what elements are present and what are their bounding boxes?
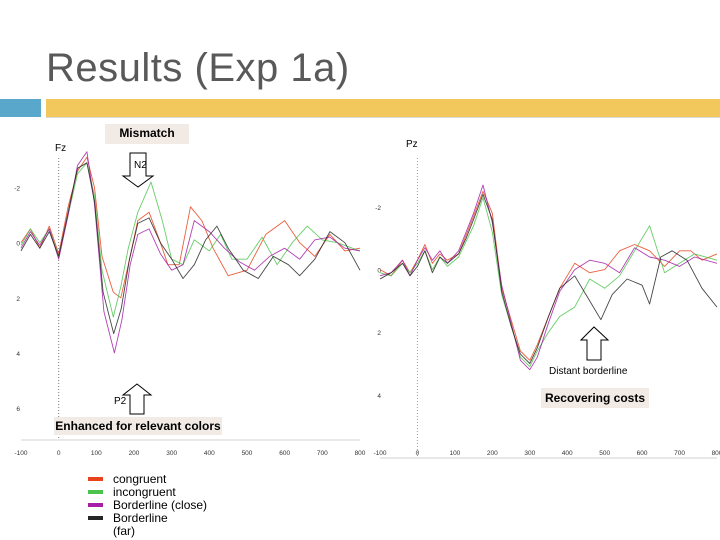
distant-arrow-up [579, 326, 610, 361]
legend-label: (far) [113, 524, 135, 538]
x-tick-label: -100 [373, 450, 386, 457]
x-tick-label: 200 [129, 450, 140, 457]
x-tick-label: 0 [57, 450, 61, 457]
legend-swatch [88, 516, 103, 520]
series-line-3 [379, 184, 718, 371]
legend-label: Borderline (close) [113, 498, 208, 512]
p2-arrow-up [121, 383, 153, 415]
legend-label: Borderline [113, 511, 168, 525]
series-line-2 [379, 197, 718, 368]
series-line-1 [20, 156, 361, 299]
y-tick-label: -2 [14, 186, 20, 193]
legend-swatch [88, 490, 103, 494]
panel-label-2: Pz [406, 139, 418, 150]
accent-bar-right [46, 99, 720, 117]
x-tick-label: 400 [562, 450, 573, 457]
x-tick-label: 100 [449, 450, 460, 457]
legend-swatch [88, 529, 103, 533]
x-tick-label: 700 [317, 450, 328, 457]
y-tick-label: -2 [375, 205, 381, 212]
enhanced-callout: Enhanced for relevant colors [54, 417, 222, 435]
accent-bar-left [0, 99, 41, 117]
legend-swatch [88, 503, 103, 507]
y-tick-label: 4 [377, 393, 381, 400]
x-tick-label: 500 [242, 450, 253, 457]
legend-label: incongruent [113, 485, 176, 499]
panel-label-1: Fz [55, 143, 66, 154]
legend: congruent incongruent Borderline (close) Bo… [88, 473, 207, 538]
p2-label: P2 [114, 396, 127, 407]
x-tick-label: 400 [204, 450, 215, 457]
x-tick-label: -100 [14, 450, 27, 457]
n2-arrow-down [121, 152, 155, 188]
slide-title: Results (Exp 1a) [46, 46, 350, 90]
x-tick-label: 0 [416, 450, 420, 457]
x-tick-label: 600 [637, 450, 648, 457]
y-tick-label: 2 [16, 296, 20, 303]
y-tick-label: 0 [16, 241, 20, 248]
y-tick-label: 2 [377, 330, 381, 337]
n2-label: N2 [134, 160, 147, 171]
y-tick-label: 4 [16, 351, 20, 358]
legend-label: congruent [113, 472, 167, 486]
mismatch-callout: Mismatch [105, 124, 189, 144]
x-tick-label: 700 [674, 450, 685, 457]
x-tick-label: 300 [166, 450, 177, 457]
x-tick-label: 500 [599, 450, 610, 457]
series-line-3 [20, 151, 361, 354]
legend-item: congruent [88, 473, 207, 486]
series-line-2 [20, 162, 361, 318]
x-tick-label: 800 [712, 450, 720, 457]
legend-swatch [88, 477, 103, 481]
y-tick-label: 6 [16, 406, 20, 413]
x-tick-label: 200 [487, 450, 498, 457]
legend-item: incongruent [88, 486, 207, 499]
accent-rule [46, 117, 720, 118]
x-tick-label: 800 [355, 450, 366, 457]
x-tick-label: 600 [279, 450, 290, 457]
legend-item: (far) [88, 525, 207, 538]
distant-borderline-label: Distant borderline [549, 366, 628, 377]
series-line-4 [379, 193, 718, 364]
series-line-1 [379, 190, 718, 361]
legend-item: Borderline [88, 512, 207, 525]
y-tick-label: 0 [377, 268, 381, 275]
recovering-callout: Recovering costs [541, 388, 649, 408]
x-tick-label: 100 [91, 450, 102, 457]
series-line-4 [20, 162, 361, 335]
legend-item: Borderline (close) [88, 499, 207, 512]
x-tick-label: 300 [524, 450, 535, 457]
